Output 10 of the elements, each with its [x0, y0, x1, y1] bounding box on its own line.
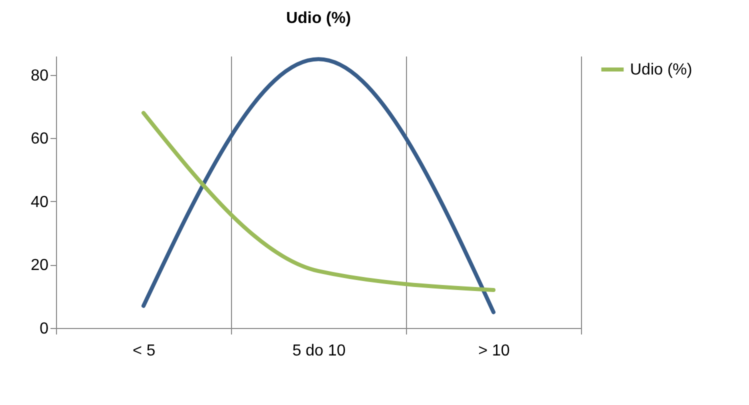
y-tick-label: 60 — [30, 130, 49, 148]
y-tick-label: 40 — [30, 194, 49, 211]
y-tick-label: 0 — [40, 320, 49, 338]
x-tick-label: 5 do 10 — [292, 342, 346, 360]
chart-title: Udio (%) — [286, 10, 351, 27]
y-tick-label: 20 — [30, 257, 49, 274]
x-tick-label: > 10 — [478, 342, 510, 360]
y-tick-label: 80 — [30, 67, 49, 84]
x-tick-label: < 5 — [132, 342, 156, 360]
legend-label: Udio (%) — [630, 62, 692, 78]
